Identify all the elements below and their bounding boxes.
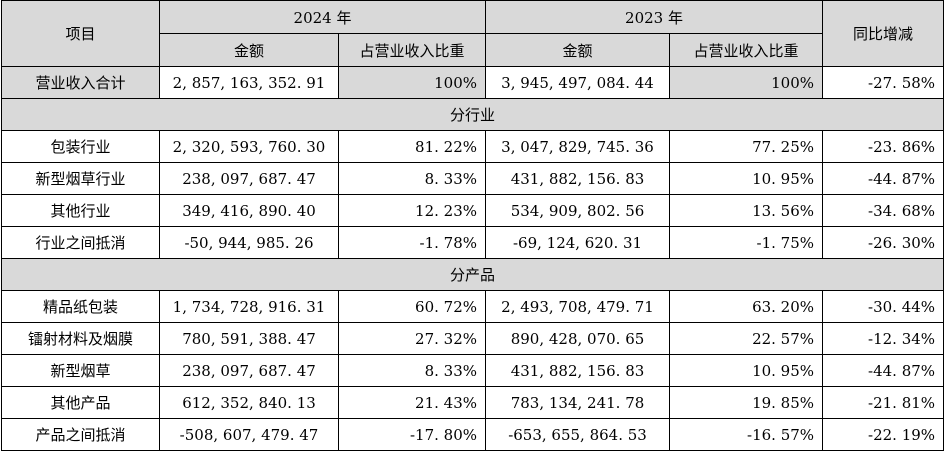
ratio-2024: 21. 43% [337,386,487,419]
header-ratio-2023: 占营业收入比重 [669,33,824,67]
amount-2024: -50, 944, 985. 26 [159,226,339,259]
yoy-change: -44. 87% [822,162,944,195]
table-row: 精品纸包装 1, 734, 728, 916. 31 60. 72% 2, 493, … [1,290,944,323]
amount-2023: 2, 493, 708, 479. 71 [485,290,671,323]
yoy-change: -44. 87% [822,354,944,387]
amount-2023: -69, 124, 620. 31 [485,226,671,259]
row-label: 新型烟草 [1,354,160,387]
header-amount-2023: 金额 [485,33,671,67]
header-row-years: 项目 2024 年 2023 年 同比增减 [1,0,944,67]
amount-2023: 431, 882, 156. 83 [485,162,671,195]
amount-2023: 3, 047, 829, 745. 36 [485,130,671,163]
section-row-industry: 分行业 [0,98,944,131]
row-label: 新型烟草行业 [1,162,160,195]
section-title-product: 分产品 [0,258,944,291]
ratio-2023: -16. 57% [669,418,824,451]
table-row: 镭射材料及烟膜 780, 591, 388. 47 27. 32% 890, 428,… [1,322,944,355]
ratio-2023: -1. 75% [669,226,824,259]
yoy-change: -30. 44% [822,290,944,323]
amount-2023: 431, 882, 156. 83 [485,354,671,387]
ratio-2023: 10. 95% [669,162,824,195]
ratio-2024: -17. 80% [337,418,487,451]
header-amount-2024: 金额 [159,33,339,67]
ratio-2024: 8. 33% [337,162,487,195]
amount-2023: -653, 655, 864. 53 [485,418,671,451]
ratio-2024: 81. 22% [337,130,487,163]
header-row-columns: 金额 占营业收入比重 金额 占营业收入比重 [2,33,944,67]
table-row: 其他行业 349, 416, 890. 40 12. 23% 534, 909, 80… [1,194,944,227]
table-row: 其他产品 612, 352, 840. 13 21. 43% 783, 134, 24… [1,386,944,419]
ratio-2023: 19. 85% [669,386,824,419]
table-row: 产品之间抵消 -508, 607, 479. 47 -17. 80% -653, 65… [1,418,944,451]
row-label: 包装行业 [1,130,160,163]
header-ratio-2024: 占营业收入比重 [337,33,487,67]
ratio-2023: 13. 56% [669,194,824,227]
amount-2023: 783, 134, 241. 78 [485,386,671,419]
header-year-2024: 2024 年 [158,0,487,34]
total-yoy: -27. 58% [822,66,944,99]
row-label: 其他产品 [1,386,160,419]
ratio-2023: 63. 20% [669,290,824,323]
yoy-change: -22. 19% [822,418,944,451]
total-row: 营业收入合计 2, 857, 163, 352. 91 100% 3, 945,… [1,66,944,99]
amount-2024: 238, 097, 687. 47 [159,162,339,195]
amount-2024: 780, 591, 388. 47 [159,322,339,355]
header-item: 项目 [1,0,160,67]
ratio-2023: 77. 25% [669,130,824,163]
table-row: 新型烟草 238, 097, 687. 47 8. 33% 431, 882, 156… [1,354,944,387]
table-row: 包装行业 2, 320, 593, 760. 30 81. 22% 3, 047, 8… [1,130,944,163]
header-year-2023: 2023 年 [485,0,824,34]
row-label: 其他行业 [1,194,160,227]
ratio-2024: 12. 23% [337,194,487,227]
section-row-product: 分产品 [0,258,944,291]
row-label: 精品纸包装 [1,290,160,323]
revenue-table: 项目 2024 年 2023 年 同比增减 金额 占营业收入比重 金额 占营业收… [0,0,944,451]
yoy-change: -12. 34% [822,322,944,355]
yoy-change: -23. 86% [822,130,944,163]
section-title-industry: 分行业 [0,98,944,131]
ratio-2024: -1. 78% [337,226,487,259]
total-amount-2023: 3, 945, 497, 084. 44 [485,66,671,99]
amount-2024: 1, 734, 728, 916. 31 [159,290,339,323]
amount-2024: 2, 320, 593, 760. 30 [159,130,339,163]
ratio-2024: 60. 72% [337,290,487,323]
total-amount-2024: 2, 857, 163, 352. 91 [159,66,339,99]
amount-2024: 612, 352, 840. 13 [159,386,339,419]
yoy-change: -34. 68% [822,194,944,227]
ratio-2024: 8. 33% [337,354,487,387]
row-label: 行业之间抵消 [1,226,160,259]
total-label: 营业收入合计 [1,66,160,99]
amount-2023: 890, 428, 070. 65 [485,322,671,355]
amount-2024: 238, 097, 687. 47 [159,354,339,387]
row-label: 产品之间抵消 [1,418,160,451]
amount-2024: -508, 607, 479. 47 [159,418,339,451]
ratio-2024: 27. 32% [337,322,487,355]
header-yoy: 同比增减 [822,0,944,67]
row-label: 镭射材料及烟膜 [1,322,160,355]
amount-2024: 349, 416, 890. 40 [159,194,339,227]
ratio-2023: 22. 57% [669,322,824,355]
total-ratio-2023: 100% [669,66,824,99]
table-row: 行业之间抵消 -50, 944, 985. 26 -1. 78% -69, 124, … [1,226,944,259]
yoy-change: -26. 30% [822,226,944,259]
total-ratio-2024: 100% [337,66,487,99]
yoy-change: -21. 81% [822,386,944,419]
table-row: 新型烟草行业 238, 097, 687. 47 8. 33% 431, 882, 1… [1,162,944,195]
ratio-2023: 10. 95% [669,354,824,387]
amount-2023: 534, 909, 802. 56 [485,194,671,227]
